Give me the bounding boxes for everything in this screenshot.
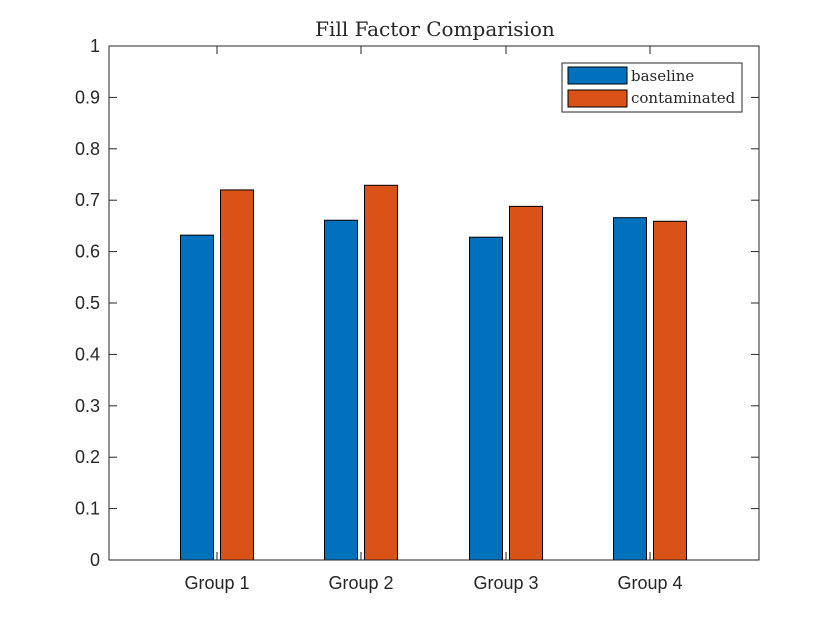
- y-tick-label: 0.2: [75, 447, 100, 467]
- y-tick-label: 0.7: [75, 190, 100, 210]
- y-tick-label: 0.6: [75, 242, 100, 262]
- chart-title: Fill Factor Comparision: [315, 17, 555, 41]
- bar-contaminated-group-2: [364, 184, 398, 561]
- y-tick-label: 0.9: [75, 87, 100, 107]
- y-tick-label: 0: [90, 550, 100, 570]
- x-tick-label: Group 4: [617, 573, 682, 593]
- y-tick-label: 0.5: [75, 293, 100, 313]
- bar-baseline-group-1: [180, 234, 214, 561]
- x-tick-label: Group 3: [473, 573, 538, 593]
- legend-label-contaminated: contaminated: [631, 89, 736, 107]
- y-tick-label: 0.3: [75, 396, 100, 416]
- bars-group: [180, 184, 687, 561]
- bar-contaminated-group-1: [220, 189, 254, 561]
- y-tick-label: 0.4: [75, 344, 100, 364]
- y-tick-label: 0.1: [75, 499, 100, 519]
- legend: baseline contaminated: [561, 62, 743, 113]
- x-axis: Group 1 Group 2 Group 3 Group 4: [184, 46, 683, 593]
- y-tick-label: 1: [90, 36, 100, 56]
- x-tick-label: Group 2: [328, 573, 393, 593]
- bar-baseline-group-4: [613, 217, 647, 561]
- bar-baseline-group-2: [324, 219, 358, 561]
- y-axis: 0 0.1 0.2 0.3 0.4 0.5 0.6 0.7 0.8 0.9 1: [75, 36, 759, 570]
- legend-label-baseline: baseline: [631, 67, 694, 85]
- bar-contaminated-group-3: [509, 205, 543, 561]
- bar-contaminated-group-4: [653, 220, 687, 561]
- legend-swatch-contaminated: [567, 89, 628, 108]
- bar-baseline-group-3: [469, 236, 503, 561]
- x-tick-label: Group 1: [184, 573, 249, 593]
- y-tick-label: 0.8: [75, 139, 100, 159]
- legend-swatch-baseline: [567, 66, 628, 85]
